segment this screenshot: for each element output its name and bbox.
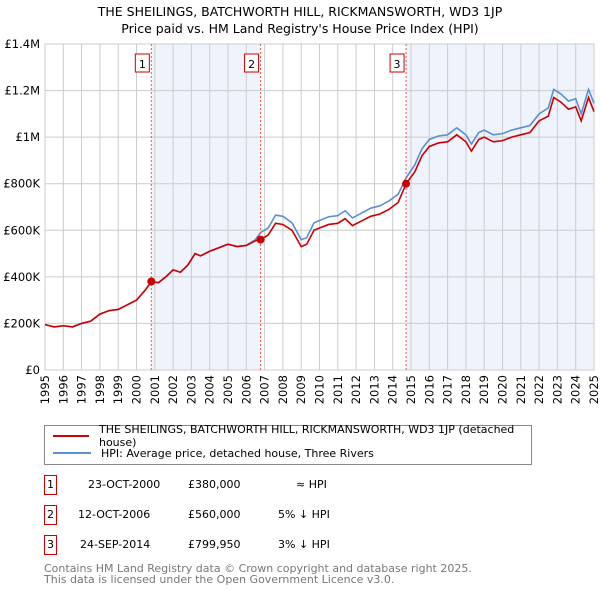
price-line <box>44 95 595 328</box>
sale-date: 23-OCT-2000 <box>88 478 161 491</box>
sale-badge: 3 <box>44 535 57 555</box>
footer-licence: This data is licensed under the Open Gov… <box>44 573 395 586</box>
sale-date: 24-SEP-2014 <box>80 538 151 551</box>
sale-marker-badge <box>389 53 405 73</box>
x-tick-label: 1997 <box>75 375 89 404</box>
y-tick-label: £1M <box>15 130 40 144</box>
x-tick-label: 2012 <box>349 375 363 404</box>
x-tick-label: 2008 <box>276 375 290 404</box>
x-tick-label: 2000 <box>130 375 144 404</box>
shaded-region <box>406 44 594 370</box>
x-tick-label: 2007 <box>258 375 272 404</box>
sale-point <box>402 179 411 188</box>
x-tick-label: 2024 <box>569 375 583 404</box>
plot-area: 1995 1996 1997 1998 1999 2000 2001 2002 2003 2004… <box>3 37 600 404</box>
sale-price: £560,000 <box>188 508 241 521</box>
y-tick-label: £600K <box>3 223 40 237</box>
legend: THE SHEILINGS, BATCHWORTH HILL, RICKMANS… <box>44 423 532 465</box>
x-tick-label: 2025 <box>587 375 600 404</box>
x-tick-label: 2004 <box>203 375 217 404</box>
x-tick-label: 2006 <box>239 375 253 404</box>
x-tick-label: 2010 <box>313 375 327 404</box>
x-tick-label: 2002 <box>166 375 180 404</box>
y-tick-label: £400K <box>3 270 40 284</box>
y-tick-label: £0 <box>25 363 40 377</box>
y-tick-label: £1.2M <box>4 84 40 98</box>
x-tick-label: 1996 <box>56 375 70 404</box>
x-tick-label: 2018 <box>459 375 473 404</box>
x-tick-label: 2016 <box>422 375 436 404</box>
sale-badge: 1 <box>44 475 57 495</box>
sale-point <box>147 277 156 286</box>
x-tick-label: 1998 <box>93 375 107 404</box>
legend-hpi-label: HPI: Average price, detached house, Thre… <box>101 446 374 460</box>
x-tick-label: 2003 <box>184 375 198 404</box>
sale-price: £380,000 <box>188 478 241 491</box>
sale-marker-number: 1 <box>139 58 146 71</box>
x-tick-label: 2001 <box>148 375 162 404</box>
sale-marker-number: 3 <box>394 58 401 71</box>
x-tick-label: 2019 <box>477 375 491 404</box>
legend-price-label: THE SHEILINGS, BATCHWORTH HILL, RICKMANS… <box>98 423 515 449</box>
y-tick-label: £1.4M <box>4 37 40 51</box>
x-tick-label: 1999 <box>111 375 125 404</box>
x-tick-label: 2011 <box>331 375 345 404</box>
x-tick-label: 2013 <box>367 375 381 404</box>
chart-subtitle: Price paid vs. HM Land Registry's House … <box>121 21 479 36</box>
sale-marker-badge <box>244 53 260 73</box>
chart-title: THE SHEILINGS, BATCHWORTH HILL, RICKMANS… <box>97 4 503 19</box>
y-tick-label: £800K <box>3 177 40 191</box>
x-tick-label: 2021 <box>514 375 528 404</box>
sale-point <box>256 235 265 244</box>
x-tick-label: 2009 <box>294 375 308 404</box>
x-tick-label: 1995 <box>38 375 52 404</box>
x-tick-label: 2005 <box>221 375 235 404</box>
shaded-region <box>151 44 261 370</box>
y-tick-label: £200K <box>3 316 40 330</box>
sale-hpi-relation: ≈ HPI <box>296 478 327 491</box>
x-tick-label: 2015 <box>404 375 418 404</box>
plot-border <box>44 43 595 371</box>
x-tick-label: 2022 <box>532 375 546 404</box>
legend-hpi-line <box>53 452 91 454</box>
footer-copyright: Contains HM Land Registry data © Crown c… <box>44 562 472 575</box>
x-tick-label: 2020 <box>496 375 510 404</box>
x-tick-label: 2014 <box>386 375 400 404</box>
sale-hpi-relation: 5% ↓ HPI <box>278 508 330 521</box>
x-tick-label: 2023 <box>550 375 564 404</box>
sale-marker-badge <box>134 53 150 73</box>
legend-price-line <box>53 435 89 437</box>
sale-badge: 2 <box>44 505 57 525</box>
x-tick-label: 2017 <box>441 375 455 404</box>
sale-date: 12-OCT-2006 <box>78 508 151 521</box>
sale-price: £799,950 <box>188 538 241 551</box>
sale-hpi-relation: 3% ↓ HPI <box>278 538 330 551</box>
sale-marker-number: 2 <box>248 58 255 71</box>
